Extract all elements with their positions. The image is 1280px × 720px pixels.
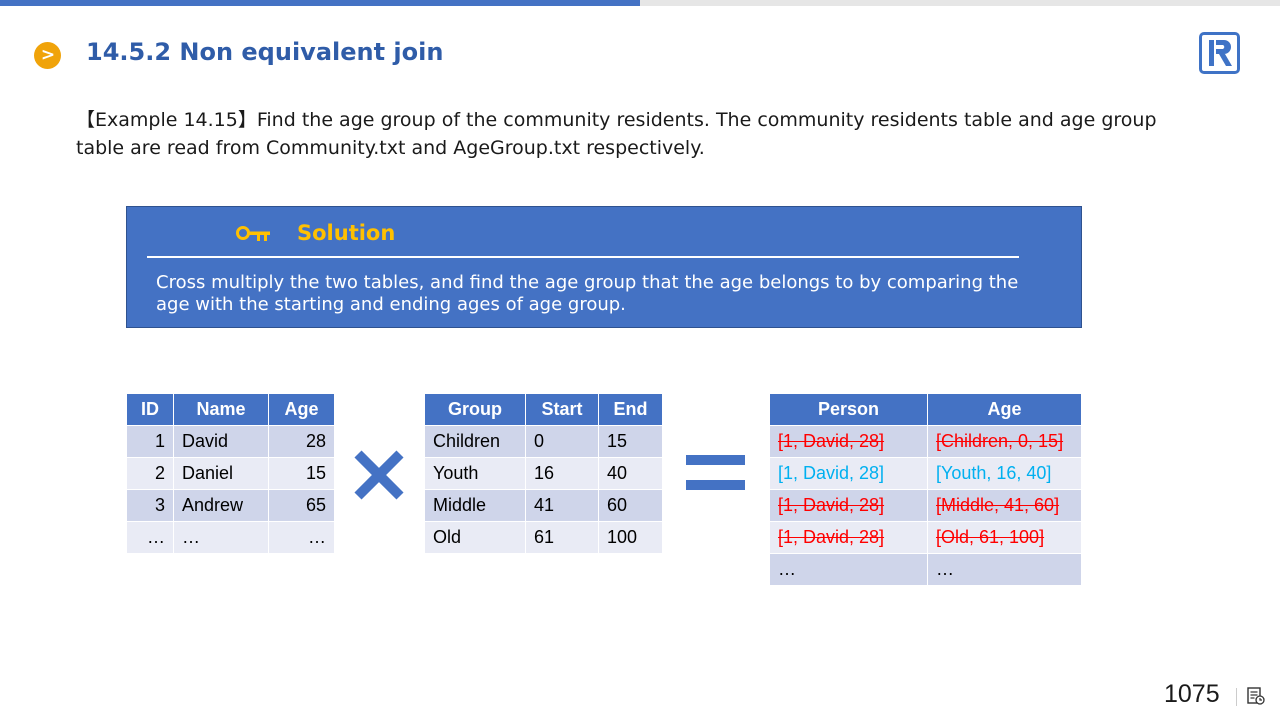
column-header: Person	[769, 393, 928, 426]
table-cell: 2	[126, 457, 174, 490]
table-row: [1, David, 28] [Youth, 16, 40]	[769, 457, 1082, 490]
column-header: Age	[268, 393, 335, 426]
column-header: ID	[126, 393, 174, 426]
table-row: Youth 16 40	[424, 457, 663, 490]
table-cell: …	[126, 521, 174, 554]
table-cell: …	[268, 521, 335, 554]
table-cell: 0	[525, 425, 599, 458]
table-cell: Middle	[424, 489, 526, 522]
progress-track	[0, 0, 1280, 6]
solution-text: Cross multiply the two tables, and find …	[156, 272, 1019, 315]
table-cell: David	[173, 425, 269, 458]
column-header: Start	[525, 393, 599, 426]
table-row: 3 Andrew 65	[126, 489, 335, 522]
table-cell: [1, David, 28]	[769, 457, 928, 490]
table-cell: [1, David, 28]	[769, 489, 928, 522]
agegroup-table: Group Start End Children 0 15 Youth 16 4…	[424, 393, 663, 554]
table-cell: [1, David, 28]	[769, 521, 928, 554]
equals-icon	[686, 455, 745, 505]
table-cell: Children	[424, 425, 526, 458]
table-cell: 41	[525, 489, 599, 522]
table-row: 2 Daniel 15	[126, 457, 335, 490]
solution-box	[126, 206, 1082, 328]
table-cell: 15	[598, 425, 663, 458]
example-description: 【Example 14.15】Find the age group of the…	[76, 109, 1157, 159]
table-cell: 16	[525, 457, 599, 490]
table-row: … … …	[126, 521, 335, 554]
table-cell: 60	[598, 489, 663, 522]
column-header: Name	[173, 393, 269, 426]
cross-multiply-icon	[354, 450, 404, 500]
table-cell: [1, David, 28]	[769, 425, 928, 458]
table-row: [1, David, 28] [Middle, 41, 60]	[769, 489, 1082, 522]
key-icon	[236, 226, 270, 241]
table-cell: 1	[126, 425, 174, 458]
notes-view-icon[interactable]	[1246, 686, 1266, 706]
table-row: [1, David, 28] [Children, 0, 15]	[769, 425, 1082, 458]
r-logo-icon	[1199, 32, 1240, 74]
table-cell: Youth	[424, 457, 526, 490]
table-cell: …	[173, 521, 269, 554]
table-cell: 15	[268, 457, 335, 490]
solution-divider	[147, 256, 1019, 258]
table-cell: [Old, 61, 100]	[927, 521, 1082, 554]
chevron-right-icon: >	[34, 42, 61, 69]
column-header: Group	[424, 393, 526, 426]
table-cell: 40	[598, 457, 663, 490]
table-cell: [Youth, 16, 40]	[927, 457, 1082, 490]
page-number: 1075	[1164, 680, 1220, 708]
table-cell: 3	[126, 489, 174, 522]
table-cell: 100	[598, 521, 663, 554]
progress-fill	[0, 0, 640, 6]
table-row: 1 David 28	[126, 425, 335, 458]
footer-divider	[1236, 688, 1237, 706]
table-row: [1, David, 28] [Old, 61, 100]	[769, 521, 1082, 554]
table-cell: Andrew	[173, 489, 269, 522]
table-cell: [Middle, 41, 60]	[927, 489, 1082, 522]
table-cell: [Children, 0, 15]	[927, 425, 1082, 458]
table-cell: …	[927, 553, 1082, 586]
table-cell: Old	[424, 521, 526, 554]
table-row: Middle 41 60	[424, 489, 663, 522]
solution-title: Solution	[297, 221, 396, 245]
table-cell: …	[769, 553, 928, 586]
residents-table: ID Name Age 1 David 28 2 Daniel 15 3 And…	[126, 393, 335, 554]
result-table: Person Age [1, David, 28] [Children, 0, …	[769, 393, 1082, 586]
table-row: Old 61 100	[424, 521, 663, 554]
column-header: End	[598, 393, 663, 426]
table-cell: 61	[525, 521, 599, 554]
table-cell: 65	[268, 489, 335, 522]
table-row: Children 0 15	[424, 425, 663, 458]
table-cell: Daniel	[173, 457, 269, 490]
table-row: … …	[769, 553, 1082, 586]
table-cell: 28	[268, 425, 335, 458]
page-title: 14.5.2 Non equivalent join	[86, 38, 444, 66]
column-header: Age	[927, 393, 1082, 426]
